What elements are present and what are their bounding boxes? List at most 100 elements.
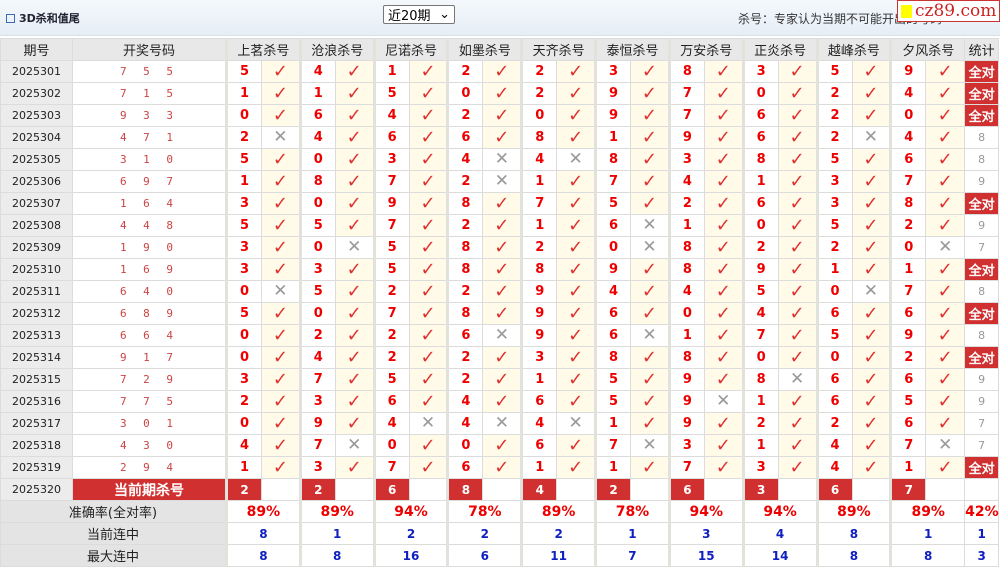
period-cell: 2025317	[0, 412, 73, 435]
result-cell: ✓	[777, 280, 818, 303]
check-icon: ✓	[641, 302, 658, 324]
result-cell: ✓	[630, 148, 670, 171]
kill-number-cell: 1	[520, 368, 558, 391]
kill-number-cell: 7	[372, 214, 410, 237]
site-logo: cz89.com	[897, 0, 1000, 22]
kill-number-cell: 2	[225, 390, 262, 413]
period-cell: 2025302	[0, 82, 73, 105]
kill-number-cell: 2	[815, 82, 853, 105]
check-icon: ✓	[937, 60, 953, 82]
result-cell: ✓	[777, 214, 818, 237]
kill-number-cell: 7	[889, 170, 927, 193]
result-cell: ✓	[851, 368, 892, 391]
result-cell: ✓	[556, 60, 597, 83]
kill-number-cell: 0	[741, 214, 779, 237]
period-cell: 2025303	[0, 104, 73, 127]
table-row: 2025306 6 9 7 1 ✓ 8 ✓ 7 ✓ 2 ✕ 1 ✓ 7 ✓ 4 ✓ 1 ✓ 3 ✓ 7 ✓ 9	[0, 170, 1000, 193]
period-select[interactable]: 近20期 ⌄	[383, 5, 455, 24]
summary-label: 当前连中	[0, 522, 227, 545]
kill-number-cell: 4	[889, 126, 927, 149]
kill-number-cell: 7	[520, 192, 558, 215]
check-icon: ✓	[641, 390, 658, 412]
result-cell: ✓	[777, 302, 818, 325]
period-select-value: 近20期	[388, 9, 431, 24]
check-icon: ✓	[420, 456, 436, 478]
draw-number-cell: 7 1 5	[72, 82, 227, 105]
check-icon: ✓	[494, 280, 510, 302]
check-icon: ✓	[863, 192, 879, 214]
summary-value: 2	[520, 522, 597, 545]
column-header-expert: 沧浪杀号	[298, 38, 375, 61]
check-icon: ✓	[937, 324, 953, 346]
kill-number-cell: 7	[889, 434, 927, 457]
empty-cell	[408, 478, 449, 501]
check-icon: ✓	[272, 60, 288, 82]
result-cell: ✓	[925, 324, 966, 347]
cross-icon: ✕	[273, 281, 288, 301]
empty-cell	[703, 478, 744, 501]
kill-number-cell: 5	[225, 148, 262, 171]
draw-number-cell: 9 1 7	[72, 346, 227, 369]
result-cell: ✓	[777, 412, 818, 435]
kill-number-cell: 5	[815, 148, 853, 171]
result-cell: ✓	[925, 280, 966, 303]
result-cell: ✓	[851, 214, 892, 237]
kill-number-cell: 8	[520, 258, 558, 281]
result-cell: ✓	[408, 280, 449, 303]
summary-value: 1	[298, 522, 375, 545]
result-cell: ✕	[630, 214, 670, 237]
check-icon: ✓	[420, 434, 436, 456]
kill-number-cell: 6	[741, 192, 779, 215]
result-cell: ✓	[777, 456, 818, 479]
kill-number-cell: 3	[815, 170, 853, 193]
cross-icon: ✕	[642, 237, 657, 257]
cross-icon: ✕	[863, 281, 879, 301]
draw-number-cell: 6 8 9	[72, 302, 227, 325]
check-icon: ✓	[937, 280, 953, 302]
kill-number-cell: 7	[372, 456, 410, 479]
result-cell: ✓	[777, 390, 818, 413]
kill-number-cell: 7	[667, 456, 705, 479]
summary-value: 8	[889, 544, 966, 567]
result-cell: ✓	[261, 148, 301, 171]
kill-number-cell: 9	[741, 258, 779, 281]
cross-icon: ✕	[494, 149, 509, 169]
kill-number-cell: 6	[815, 390, 853, 413]
kill-number-cell: 0	[225, 324, 262, 347]
check-icon: ✓	[272, 104, 288, 126]
check-icon: ✓	[568, 170, 584, 192]
check-icon: ✓	[863, 302, 879, 324]
result-cell: ✓	[482, 346, 523, 369]
cross-icon: ✕	[568, 149, 583, 169]
period-cell: 2025304	[0, 126, 73, 149]
result-cell: ✓	[482, 302, 523, 325]
result-cell: ✕	[925, 434, 966, 457]
kill-number-cell: 8	[889, 192, 927, 215]
result-cell: ✓	[630, 280, 670, 303]
kill-number-cell: 2	[225, 126, 262, 149]
check-icon: ✓	[789, 324, 805, 346]
stat-cell: 全对	[964, 346, 1000, 369]
table-row: 2025310 1 6 9 3 ✓ 3 ✓ 5 ✓ 8 ✓ 8 ✓ 9 ✓ 8 ✓ 9 ✓ 1 ✓ 1 ✓ 全对	[0, 258, 1000, 281]
result-cell: ✓	[925, 126, 966, 149]
summary-value: 2	[446, 522, 523, 545]
result-cell: ✓	[408, 302, 449, 325]
kill-number-cell: 6	[594, 214, 632, 237]
table-row: 2025304 4 7 1 2 ✕ 4 ✓ 6 ✓ 6 ✓ 8 ✓ 1 ✓ 9 ✓ 6 ✓ 2 ✕ 4 ✓ 8	[0, 126, 1000, 149]
result-cell: ✓	[925, 148, 966, 171]
kill-number-cell: 1	[815, 258, 853, 281]
current-kill-label: 当前期杀号	[72, 478, 227, 501]
result-cell: ✓	[482, 82, 523, 105]
check-icon: ✓	[937, 214, 953, 236]
summary-value: 8	[298, 544, 375, 567]
result-cell: ✓	[703, 82, 744, 105]
result-cell: ✓	[777, 126, 818, 149]
result-cell: ✓	[703, 236, 744, 259]
kill-number-cell: 5	[741, 280, 779, 303]
kill-number-cell: 3	[225, 192, 262, 215]
cross-icon: ✕	[347, 435, 362, 455]
result-cell: ✓	[630, 104, 670, 127]
check-icon: ✓	[789, 346, 805, 368]
kill-number-cell: 8	[594, 346, 632, 369]
result-cell: ✓	[703, 214, 744, 237]
